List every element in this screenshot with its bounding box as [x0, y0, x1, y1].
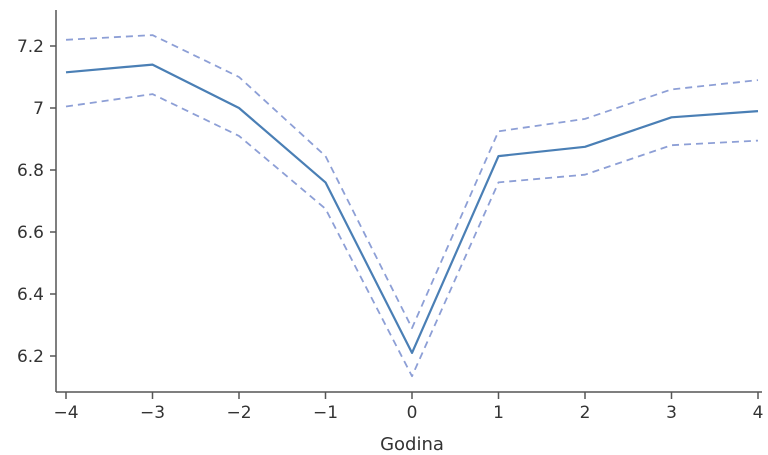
y-tick-label: 6.6: [17, 223, 44, 243]
x-tick-label: −1: [313, 403, 338, 423]
x-tick-labels: −4 −3 −2 −1 0 1 2 3 4: [53, 403, 763, 423]
x-tick-label: 4: [753, 403, 764, 423]
x-tick-label: −4: [53, 403, 78, 423]
lower-bound-line: [65, 93, 759, 378]
x-tick-label: −2: [226, 403, 251, 423]
y-tick-label: 7: [33, 99, 44, 119]
x-tick-label: 1: [493, 403, 504, 423]
y-tick-label: 7.2: [17, 37, 44, 57]
series-layer: [65, 34, 759, 378]
x-axis-title: Godina: [380, 434, 444, 455]
y-axis-ticks: [50, 45, 56, 357]
y-tick-label: 6.4: [17, 285, 44, 305]
x-tick-label: 0: [407, 403, 418, 423]
y-tick-label: 6.8: [17, 161, 44, 181]
x-axis-ticks: [65, 392, 759, 399]
y-tick-label: 6.2: [17, 347, 44, 367]
upper-bound-line: [65, 34, 759, 330]
x-tick-label: 2: [580, 403, 591, 423]
y-tick-labels: 6.2 6.4 6.6 6.8 7 7.2: [17, 37, 44, 367]
estimate-line: [65, 63, 759, 354]
x-tick-label: 3: [666, 403, 677, 423]
x-tick-label: −3: [140, 403, 165, 423]
